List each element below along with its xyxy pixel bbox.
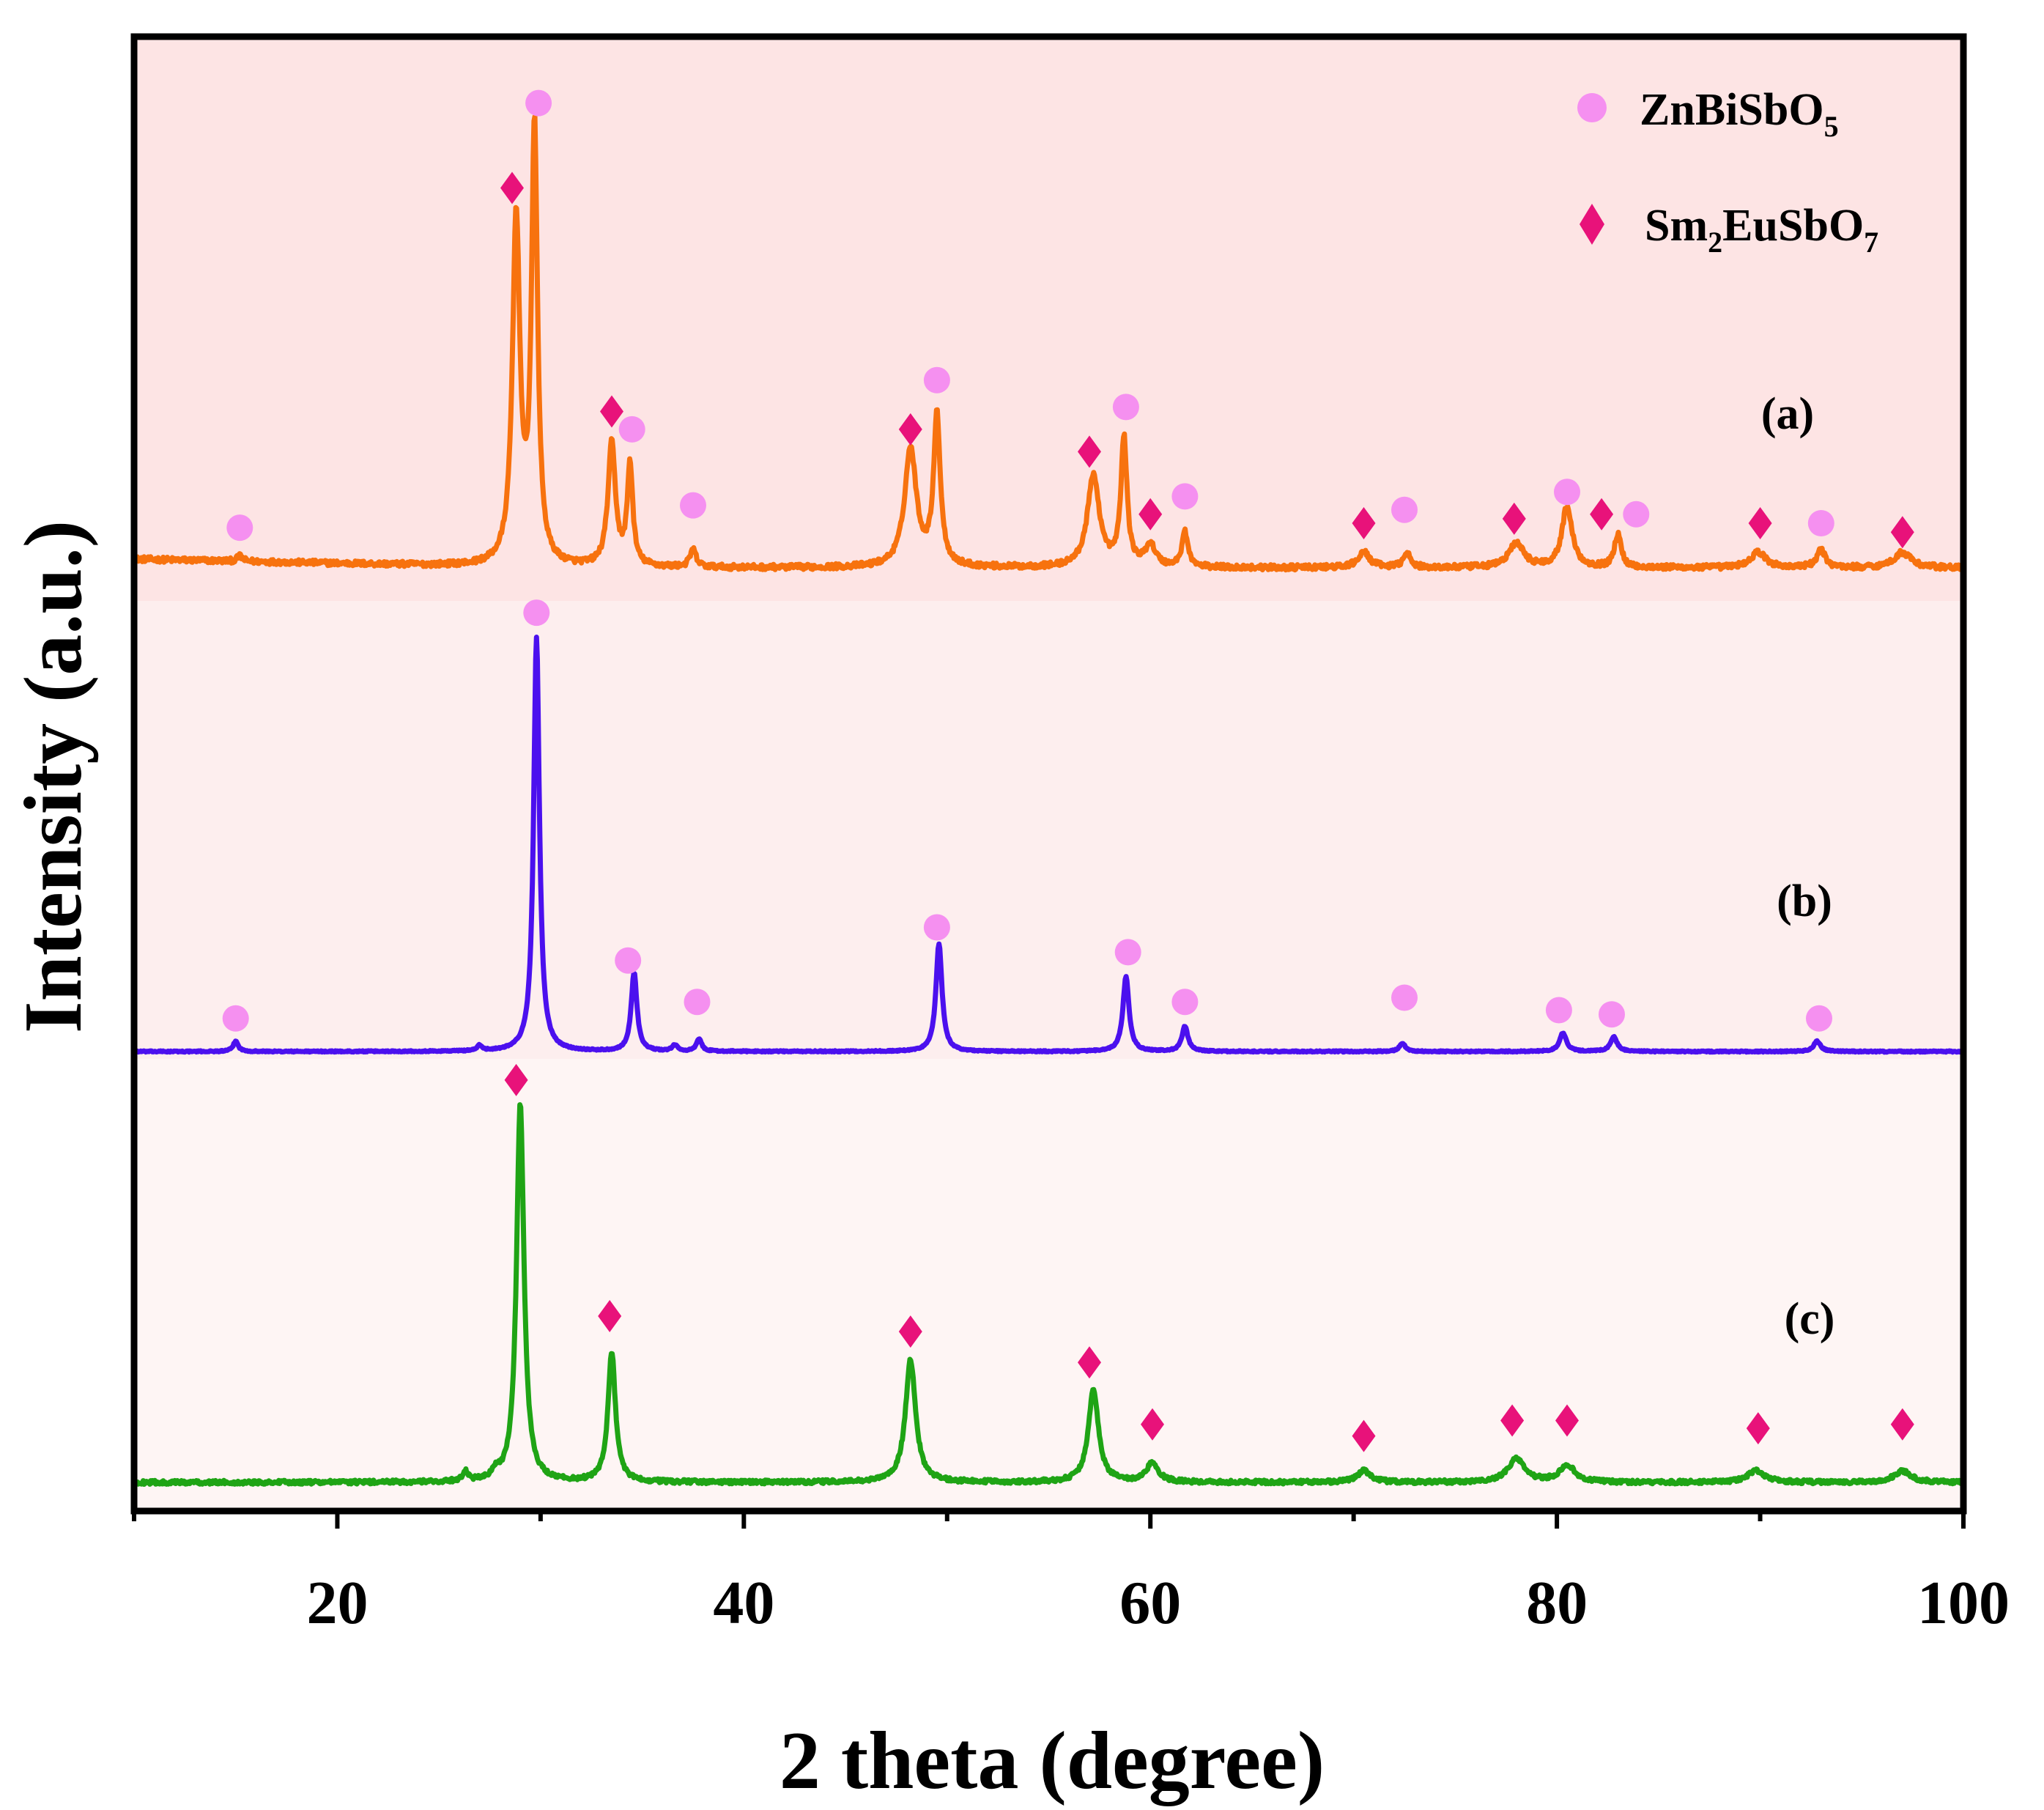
legend-label-sm-sub: 2 <box>1708 226 1722 259</box>
znbisbo-marker-a-1 <box>226 514 253 542</box>
smeusbo-marker-c-4 <box>1078 1346 1101 1379</box>
x-axis-title: 2 theta (degree) <box>780 1715 1325 1806</box>
znbisbo-marker-b-10 <box>1599 1001 1625 1028</box>
znbisbo-marker-b-7 <box>1171 989 1199 1016</box>
series-curves <box>131 114 1966 1487</box>
xrd-curve-a <box>132 114 1966 573</box>
x-tick-label-40: 40 <box>713 1569 774 1637</box>
plot-area <box>131 89 1966 1487</box>
smeusbo-marker-c-6 <box>1352 1419 1376 1452</box>
legend-label-znbisbo-main: ZnBiSbO <box>1640 85 1824 135</box>
znbisbo-marker-b-2 <box>523 599 550 627</box>
znbisbo-marker-a-7 <box>1171 483 1199 510</box>
smeusbo-marker-c-8 <box>1555 1404 1579 1437</box>
legend-circle-marker <box>1577 93 1607 122</box>
x-tick-label-80: 80 <box>1526 1569 1588 1637</box>
znbisbo-marker-b-11 <box>1806 1005 1832 1032</box>
legend-label-sm: Sm <box>1645 201 1708 251</box>
znbisbo-marker-b-8 <box>1391 984 1418 1011</box>
smeusbo-marker-c-2 <box>598 1300 622 1332</box>
xrd-curve-c <box>131 1102 1966 1487</box>
legend-diamond-marker <box>1580 204 1604 245</box>
smeusbo-marker-a-5 <box>1138 498 1163 531</box>
xrd-curve-b <box>132 635 1966 1055</box>
legend-label-smeusbo: Sm2EuSbO7 <box>1645 201 1878 259</box>
smeusbo-marker-c-9 <box>1746 1412 1770 1445</box>
znbisbo-marker-a-3 <box>618 415 645 443</box>
znbisbo-marker-b-4 <box>684 989 711 1016</box>
x-axis-ticks: 20 40 60 80 100 <box>132 1511 2010 1637</box>
znbisbo-marker-b-6 <box>1114 939 1141 966</box>
znbisbo-marker-a-8 <box>1391 496 1418 523</box>
legend-label-eusbo: EuSbO <box>1722 201 1864 251</box>
background-bands <box>134 37 1963 1511</box>
smeusbo-marker-c-5 <box>1141 1408 1164 1441</box>
znbisbo-marker-a-5 <box>923 366 950 394</box>
legend-label-znbisbo-sub: 5 <box>1824 110 1839 143</box>
znbisbo-marker-b-9 <box>1545 997 1572 1024</box>
smeusbo-marker-a-7 <box>1502 502 1526 535</box>
background-band-1 <box>134 37 1963 601</box>
y-axis-title: Intensity (a.u.) <box>8 520 99 1033</box>
znbisbo-marker-a-6 <box>1112 394 1139 421</box>
curve-label-b: (b) <box>1777 876 1832 926</box>
znbisbo-marker-a-11 <box>1807 510 1834 536</box>
smeusbo-marker-c-3 <box>898 1315 922 1348</box>
x-tick-label-20: 20 <box>306 1569 368 1637</box>
znbisbo-marker-a-9 <box>1554 479 1580 506</box>
znbisbo-marker-b-5 <box>923 914 950 941</box>
znbisbo-marker-b-1 <box>222 1005 249 1032</box>
smeusbo-marker-a-1 <box>500 171 524 204</box>
background-band-2 <box>134 601 1963 1059</box>
smeusbo-marker-a-9 <box>1748 507 1772 539</box>
legend-label-eusbo-sub: 7 <box>1864 226 1878 259</box>
smeusbo-marker-c-10 <box>1890 1408 1914 1441</box>
smeusbo-marker-c-1 <box>504 1063 528 1096</box>
smeusbo-marker-a-6 <box>1352 507 1376 539</box>
background-band-3 <box>134 1059 1963 1511</box>
plot-frame <box>130 33 1967 1515</box>
znbisbo-marker-b-3 <box>615 947 642 974</box>
smeusbo-marker-a-8 <box>1590 498 1614 531</box>
smeusbo-marker-a-2 <box>600 395 623 428</box>
smeusbo-marker-a-4 <box>1078 435 1101 468</box>
curve-label-a: (a) <box>1761 389 1814 439</box>
znbisbo-marker-a-10 <box>1623 500 1650 528</box>
legend-label-znbisbo: ZnBiSbO5 <box>1640 85 1839 143</box>
x-tick-label-60: 60 <box>1119 1569 1181 1637</box>
smeusbo-marker-c-7 <box>1500 1404 1525 1437</box>
smeusbo-marker-a-10 <box>1890 516 1914 549</box>
curve-label-c: (c) <box>1785 1294 1835 1344</box>
legend: ZnBiSbO5 Sm2EuSbO7 <box>1577 85 1878 259</box>
znbisbo-marker-a-4 <box>680 492 706 519</box>
znbisbo-marker-a-2 <box>525 89 552 117</box>
x-tick-label-100: 100 <box>1917 1569 2010 1637</box>
smeusbo-marker-a-3 <box>898 413 922 446</box>
phase-markers <box>222 89 1914 1452</box>
